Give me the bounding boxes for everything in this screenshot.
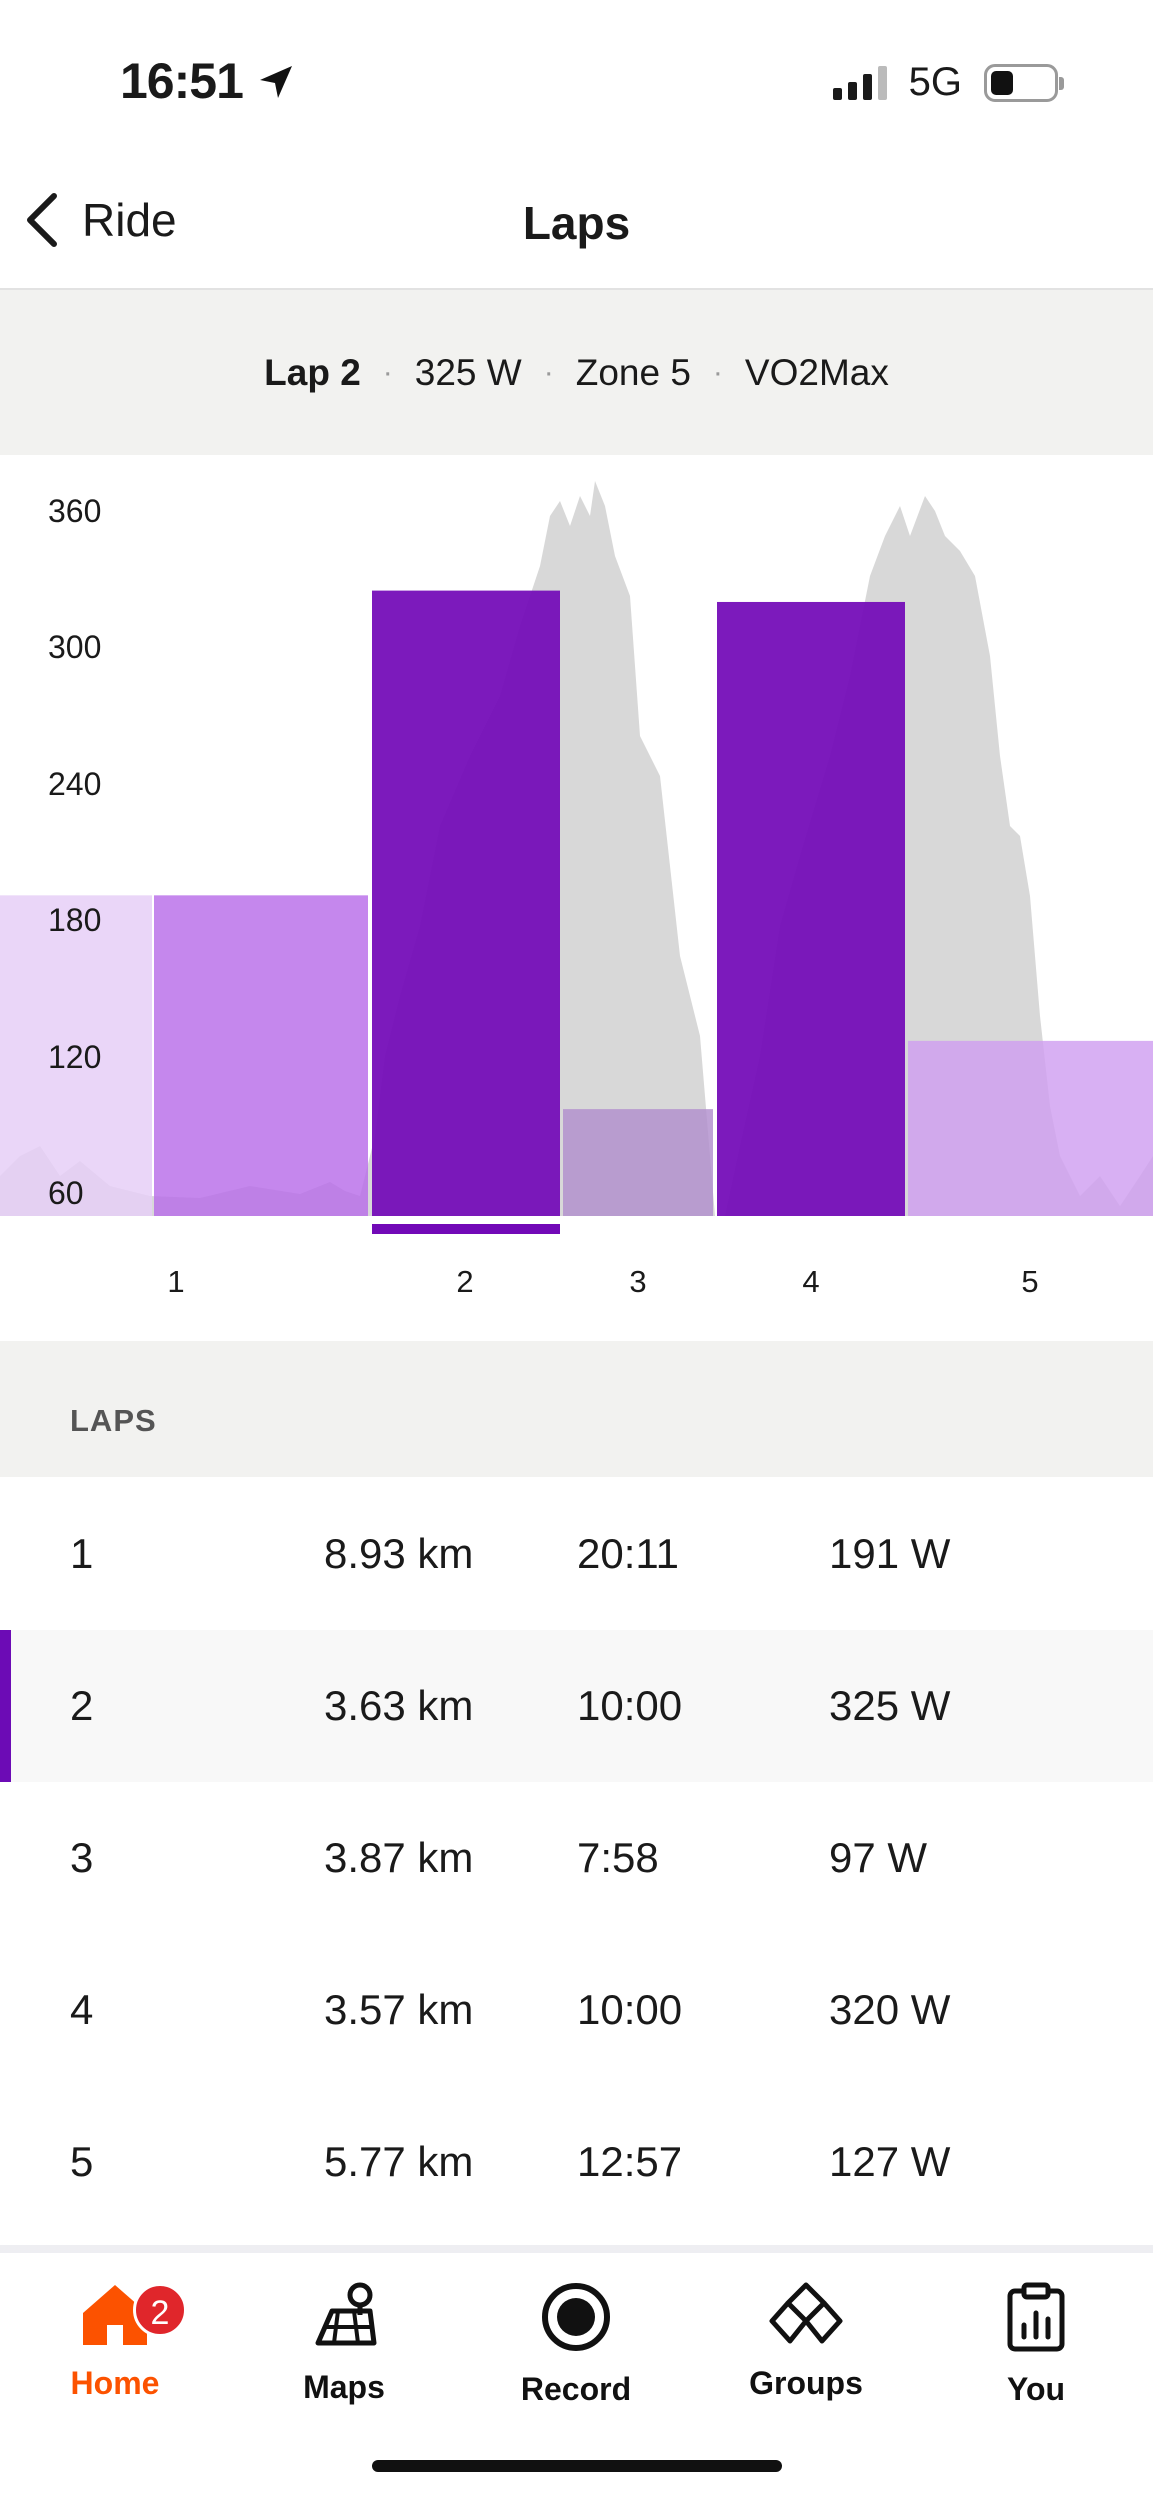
selected-row-indicator xyxy=(0,1630,11,1782)
lap-number: 1 xyxy=(70,1530,94,1577)
tab-label: Record xyxy=(520,2371,632,2407)
selected-lap-indicator xyxy=(372,1224,560,1234)
y-tick-label: 360 xyxy=(48,493,102,529)
tab-record[interactable]: Record xyxy=(476,2281,676,2408)
summary-zone: Zone 5 xyxy=(575,351,691,393)
laps-power-chart[interactable]: 360 300 240 180 120 60 1 2 3 4 5 xyxy=(0,456,1153,1340)
lap-row[interactable]: 1 8.93 km 20:11 191 W xyxy=(0,1478,1153,1630)
tab-you[interactable]: You xyxy=(936,2281,1136,2408)
nav-header: Ride Laps xyxy=(0,160,1153,290)
lap-distance: 8.93 km xyxy=(324,1530,474,1577)
notification-badge: 2 xyxy=(133,2283,187,2337)
chart-svg xyxy=(0,481,1153,1234)
lap-row[interactable]: 5 5.77 km 12:57 127 W xyxy=(0,2086,1153,2238)
status-time: 16:51 xyxy=(120,52,296,110)
lap-row[interactable]: 3 3.87 km 7:58 97 W xyxy=(0,1782,1153,1934)
lap-distance: 5.77 km xyxy=(324,2138,474,2185)
home-icon xyxy=(83,2285,147,2345)
network-type: 5G xyxy=(908,60,962,104)
bar-lap-1-leadin xyxy=(0,895,152,1216)
bar-lap-4[interactable] xyxy=(717,601,905,1216)
x-tick-label: 2 xyxy=(456,1264,474,1299)
home-indicator xyxy=(372,2460,782,2472)
bar-lap-3[interactable] xyxy=(563,1109,713,1216)
clock-text: 16:51 xyxy=(120,53,244,109)
tab-maps[interactable]: Maps xyxy=(244,2281,444,2406)
summary-power: 325 W xyxy=(414,351,522,393)
laps-section-header: LAPS xyxy=(0,1341,1153,1477)
lap-distance: 3.63 km xyxy=(324,1682,474,1729)
tab-label: You xyxy=(1006,2371,1066,2407)
lap-row-selected[interactable]: 2 3.63 km 10:00 325 W xyxy=(0,1630,1153,1782)
tab-groups[interactable]: Groups xyxy=(706,2281,906,2402)
lap-power: 320 W xyxy=(829,1986,951,2033)
lap-row[interactable]: 4 3.57 km 10:00 320 W xyxy=(0,1934,1153,2086)
back-button[interactable]: Ride xyxy=(22,190,177,250)
lap-time: 10:00 xyxy=(577,1986,683,2033)
lap-time: 10:00 xyxy=(577,1682,683,1729)
summary-type: VO2Max xyxy=(744,351,889,393)
lap-number: 4 xyxy=(70,1986,94,2033)
x-tick-label: 5 xyxy=(1021,1264,1039,1299)
battery-icon xyxy=(984,63,1064,102)
separator-dot: · xyxy=(382,355,393,389)
summary-lap: Lap 2 xyxy=(264,351,361,393)
lap-number: 3 xyxy=(70,1834,94,1881)
lap-number: 5 xyxy=(70,2138,94,2185)
record-icon xyxy=(542,2283,610,2351)
y-tick-label: 180 xyxy=(48,902,102,939)
bars-layer xyxy=(0,590,1153,1216)
selected-lap-summary: Lap 2 · 325 W · Zone 5 · VO2Max xyxy=(0,290,1153,455)
lap-time: 20:11 xyxy=(577,1530,679,1577)
lap-power: 191 W xyxy=(829,1530,951,1577)
back-label: Ride xyxy=(82,194,177,246)
lap-power: 127 W xyxy=(829,2138,951,2185)
y-tick-label: 60 xyxy=(48,1175,84,1212)
x-tick-label: 3 xyxy=(629,1264,647,1299)
maps-icon xyxy=(315,2282,377,2346)
separator-dot: · xyxy=(543,355,554,389)
y-tick-label: 300 xyxy=(48,629,102,666)
bar-lap-5[interactable] xyxy=(908,1040,1153,1216)
y-tick-label: 120 xyxy=(48,1038,102,1075)
page-title: Laps xyxy=(522,197,631,249)
tab-label: Groups xyxy=(749,2365,863,2401)
groups-icon xyxy=(769,2282,843,2344)
status-indicators: 5G xyxy=(832,60,1064,105)
cellular-signal-icon xyxy=(832,65,887,100)
you-icon xyxy=(1007,2282,1065,2352)
lap-time: 12:57 xyxy=(577,2138,683,2185)
chevron-left-icon xyxy=(27,193,57,247)
bar-lap-2[interactable] xyxy=(372,590,560,1216)
lap-power: 325 W xyxy=(829,1682,951,1729)
lap-distance: 3.87 km xyxy=(324,1834,474,1881)
laps-section-title: LAPS xyxy=(70,1403,157,1438)
tab-home[interactable]: 2 Home xyxy=(15,2281,215,2402)
location-arrow-icon xyxy=(259,66,292,98)
lap-distance: 3.57 km xyxy=(324,1986,474,2033)
x-tick-label: 4 xyxy=(802,1264,820,1299)
tab-label: Maps xyxy=(303,2369,385,2405)
lap-time: 7:58 xyxy=(577,1834,659,1881)
lap-number: 2 xyxy=(70,1682,94,1729)
x-tick-label: 1 xyxy=(167,1264,185,1299)
y-tick-label: 240 xyxy=(48,765,102,802)
separator-dot: · xyxy=(712,355,723,389)
lap-power: 97 W xyxy=(829,1834,928,1881)
bar-lap-1[interactable] xyxy=(154,895,368,1216)
tab-label: Home xyxy=(70,2365,160,2401)
